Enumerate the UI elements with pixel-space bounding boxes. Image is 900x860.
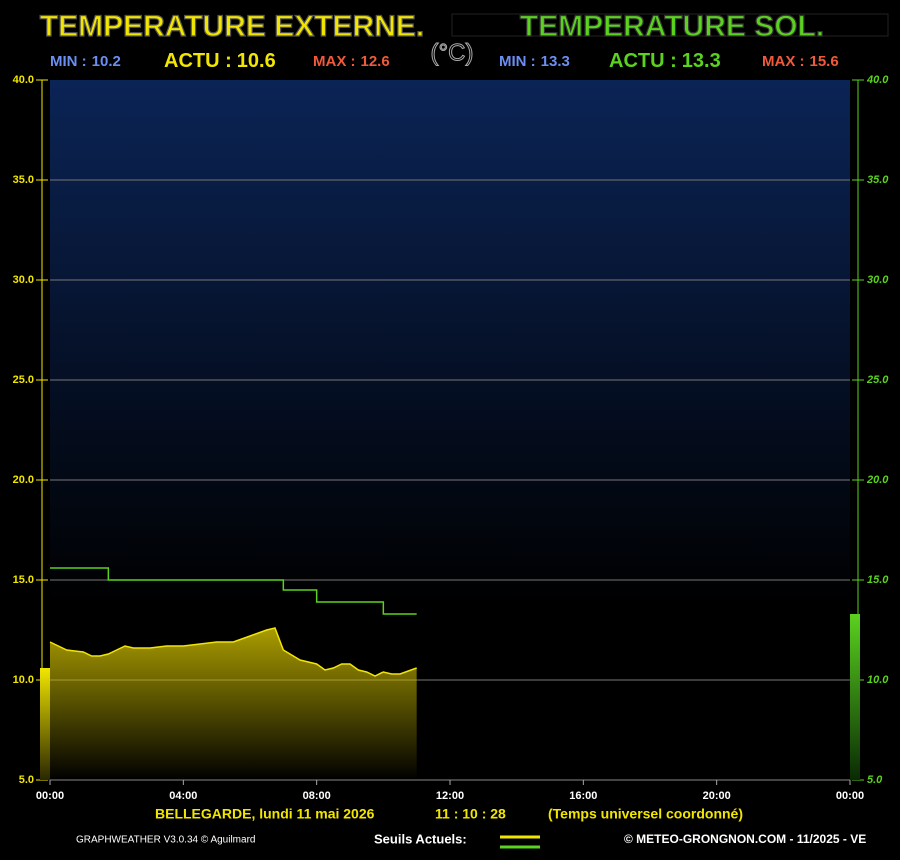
stat-min: MIN : 10.2 (50, 53, 121, 70)
time: 11 : 10 : 28 (435, 806, 506, 822)
stat-label: MAX : (313, 53, 356, 70)
y2-tick-label: 5.0 (867, 774, 883, 786)
y-tick-label: 5.0 (19, 774, 34, 786)
stat-value: 13.3 (541, 53, 570, 70)
current-bar (40, 668, 50, 780)
y2-tick-label: 10.0 (867, 674, 889, 686)
y-tick-label: 20.0 (13, 474, 34, 486)
stat-min: MIN : 13.3 (499, 53, 570, 70)
x-tick-label: 12:00 (436, 790, 464, 802)
title-sol: TEMPERATURE SOL. (520, 10, 824, 43)
stat-value: 13.3 (682, 50, 721, 72)
stat-actu: ACTU :13.3 (609, 50, 721, 72)
title-externe: TEMPERATURE EXTERNE. (40, 10, 424, 43)
y2-tick-label: 40.0 (866, 74, 889, 86)
x-tick-label: 04:00 (169, 790, 197, 802)
stat-value: 15.6 (810, 53, 839, 70)
y-tick-label: 30.0 (13, 274, 34, 286)
y2-tick-label: 35.0 (867, 174, 889, 186)
x-tick-label: 20:00 (703, 790, 731, 802)
y2-tick-label: 25.0 (866, 374, 889, 386)
line (49, 627, 417, 677)
credit: GRAPHWEATHER V3.0.34 © Aguilmard (76, 835, 255, 846)
stat-value: 10.2 (92, 53, 121, 70)
stat-max: MAX : 12.6 (313, 53, 390, 70)
unit: (°C) (431, 39, 474, 66)
x-tick-label: 16:00 (569, 790, 597, 802)
title-box (451, 13, 889, 37)
y-tick-label: 10.0 (13, 674, 34, 686)
y-tick-label: 35.0 (13, 174, 34, 186)
y-tick-label: 25.0 (13, 374, 34, 386)
y-tick-label: 40.0 (13, 74, 34, 86)
stat-max: MAX : 15.6 (762, 53, 839, 70)
line (50, 567, 417, 615)
stat-label: MIN : (499, 53, 536, 70)
stat-label: ACTU : (164, 50, 232, 72)
stat-label: MIN : (50, 53, 87, 70)
stat-label: MAX : (762, 53, 805, 70)
stat-value: 12.6 (361, 53, 390, 70)
area (50, 628, 417, 780)
y2-tick-label: 15.0 (867, 574, 889, 586)
place-date: BELLEGARDE, lundi 11 mai 2026 (155, 806, 375, 822)
y-tick-label: 15.0 (13, 574, 34, 586)
stat-value: 10.6 (237, 50, 276, 72)
stat-label: ACTU : (609, 50, 677, 72)
stat-actu: ACTU :10.6 (164, 50, 276, 72)
x-tick-label: 00:00 (36, 790, 64, 802)
thresholds-label: Seuils Actuels: (374, 831, 467, 846)
site: © METEO-GRONGNON.COM - 11/2025 - VE (624, 832, 866, 846)
y2-tick-label: 20.0 (866, 474, 889, 486)
y2-tick-label: 30.0 (867, 274, 889, 286)
x-tick-label: 08:00 (303, 790, 331, 802)
x-tick-label: 00:00 (836, 790, 864, 802)
current-bar (850, 614, 860, 780)
timezone: (Temps universel coordonné) (548, 806, 743, 822)
